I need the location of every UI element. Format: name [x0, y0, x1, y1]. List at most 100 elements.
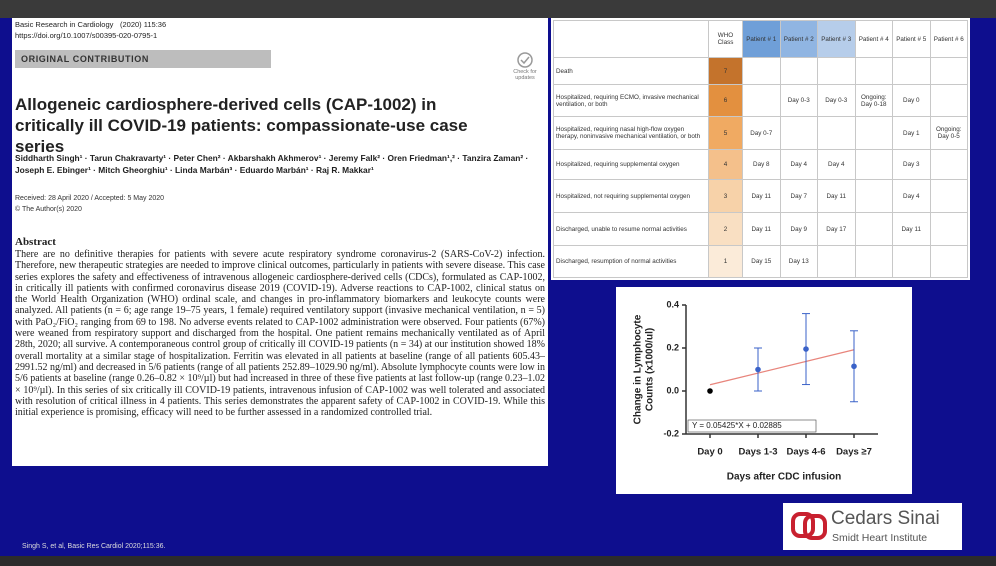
patient-cell: [854, 57, 893, 85]
issue: (2020) 115:36: [120, 20, 167, 29]
table-row: Discharged, unable to resume normal acti…: [553, 212, 968, 246]
patient-cell: Day 13: [779, 245, 818, 278]
patient-cell: [892, 57, 931, 85]
logo-panel: Cedars Sinai Smidt Heart Institute: [783, 503, 962, 550]
who-class: 1: [708, 245, 743, 278]
header-cell: Patient # 5: [892, 20, 931, 58]
patient-cell: [817, 116, 856, 150]
patient-cell: [817, 57, 856, 85]
patient-cell: [929, 245, 968, 278]
patient-cell: Day 4: [817, 149, 856, 180]
row-label: Hospitalized, not requiring supplemental…: [553, 179, 709, 213]
patient-cell: Day 0: [892, 84, 931, 117]
data-point: [755, 366, 761, 373]
patient-cell: [929, 57, 968, 85]
patient-cell: [742, 84, 781, 117]
patient-cell: [892, 245, 931, 278]
who-table: WHO Class Patient # 1 Patient # 2 Patient #…: [553, 20, 968, 278]
table-row: Hospitalized, not requiring supplemental…: [553, 179, 968, 213]
patient-cell: Day 4: [892, 179, 931, 213]
x-tick-label: Days 4-6: [786, 447, 825, 458]
patient-cell: [779, 57, 818, 85]
patient-cell: [779, 116, 818, 150]
data-point: [851, 363, 857, 370]
who-class: 3: [708, 179, 743, 213]
patient-cell: [854, 116, 893, 150]
table-row: Hospitalized, requiring supplemental oxy…: [553, 149, 968, 180]
row-label: Death: [553, 57, 709, 85]
y-axis-label: Change in Lymphocyte: [633, 314, 644, 424]
patient-cell: Day 11: [742, 212, 781, 246]
table-row: Hospitalized, requiring ECMO, invasive m…: [553, 84, 968, 117]
patient-cell: Ongoing: Day 0-18: [854, 84, 893, 117]
chart-panel: -0.2 0.0 0.2 0.4 Change in Lymphocyte Counts …: [616, 287, 912, 494]
header-cell: [553, 20, 709, 58]
patient-cell: [854, 245, 893, 278]
section-label: ORIGINAL CONTRIBUTION: [15, 50, 271, 68]
header-cell: Patient # 3: [817, 20, 856, 58]
who-class: 2: [708, 212, 743, 246]
row-label: Hospitalized, requiring nasal high-flow …: [553, 116, 709, 150]
patient-cell: Ongoing: Day 0-5: [929, 116, 968, 150]
who-class: 4: [708, 149, 743, 180]
abstract-heading: Abstract: [15, 236, 56, 248]
header-cell: Patient # 1: [742, 20, 781, 58]
patient-cell: Day 4: [779, 149, 818, 180]
check-icon: [517, 52, 533, 68]
who-class: 6: [708, 84, 743, 117]
patient-cell: [742, 57, 781, 85]
header-cell: Patient # 4: [854, 20, 893, 58]
patient-cell: Day 9: [779, 212, 818, 246]
patient-cell: [817, 245, 856, 278]
received: Received: 28 April 2020 / Accepted: 5 Ma…: [15, 195, 165, 202]
doi: https://doi.org/10.1007/s00395-020-0795-…: [15, 31, 158, 40]
logo-name: Cedars Sinai: [831, 508, 940, 529]
who-class: 7: [708, 57, 743, 85]
patient-cell: Day 17: [817, 212, 856, 246]
row-label: Discharged, resumption of normal activit…: [553, 245, 709, 278]
patient-cell: Day 7: [779, 179, 818, 213]
data-point: [803, 346, 809, 352]
patient-cell: [929, 179, 968, 213]
row-label: Hospitalized, requiring ECMO, invasive m…: [553, 84, 709, 117]
copyright: © The Author(s) 2020: [15, 206, 82, 213]
table-panel: WHO Class Patient # 1 Patient # 2 Patient #…: [551, 18, 970, 280]
patient-cell: Day 11: [892, 212, 931, 246]
trendline: [709, 349, 855, 386]
equation: Y = 0.05425*X + 0.02885: [692, 421, 782, 430]
patient-cell: Day 11: [817, 179, 856, 213]
patient-cell: Day 0-3: [779, 84, 818, 117]
x-tick-label: Days ≥7: [836, 447, 872, 458]
row-label: Discharged, unable to resume normal acti…: [553, 212, 709, 246]
abstract: There are no definitive therapies for pa…: [15, 249, 545, 419]
patient-cell: Day 15: [742, 245, 781, 278]
y-tick-label: -0.2: [663, 428, 679, 438]
logo-subtitle: Smidt Heart Institute: [832, 532, 928, 544]
patient-cell: Day 0-3: [817, 84, 856, 117]
patient-cell: [854, 179, 893, 213]
table-row: Hospitalized, requiring nasal high-flow …: [553, 116, 968, 150]
data-point: [707, 388, 713, 394]
patient-cell: [854, 149, 893, 180]
top-bar: [0, 0, 996, 18]
authors: Siddharth Singh¹ · Tarun Chakravarty¹ · …: [15, 153, 529, 175]
patient-cell: Day 11: [742, 179, 781, 213]
table-row: Death 7: [553, 57, 968, 85]
y-axis-label: Counts (x1000/ul): [645, 328, 656, 411]
patient-cell: Day 3: [892, 149, 931, 180]
header-cell: WHO Class: [708, 20, 743, 58]
patient-cell: Day 8: [742, 149, 781, 180]
y-tick-label: 0.4: [666, 299, 679, 309]
citation: Singh S, et al, Basic Res Cardiol 2020;1…: [22, 543, 166, 550]
equation-box: [687, 419, 817, 433]
patient-cell: Day 0-7: [742, 116, 781, 150]
y-tick-label: 0.0: [666, 385, 679, 395]
journal: Basic Research in Cardiology: [15, 20, 114, 29]
x-tick-label: Day 0: [697, 447, 722, 458]
header-row: WHO Class Patient # 1 Patient # 2 Patient #…: [553, 20, 968, 58]
y-tick-label: 0.2: [666, 342, 679, 352]
table-row: Discharged, resumption of normal activit…: [553, 245, 968, 278]
paper-title: Allogeneic cardiosphere-derived cells (C…: [15, 95, 468, 156]
header-cell: Patient # 2: [779, 20, 818, 58]
